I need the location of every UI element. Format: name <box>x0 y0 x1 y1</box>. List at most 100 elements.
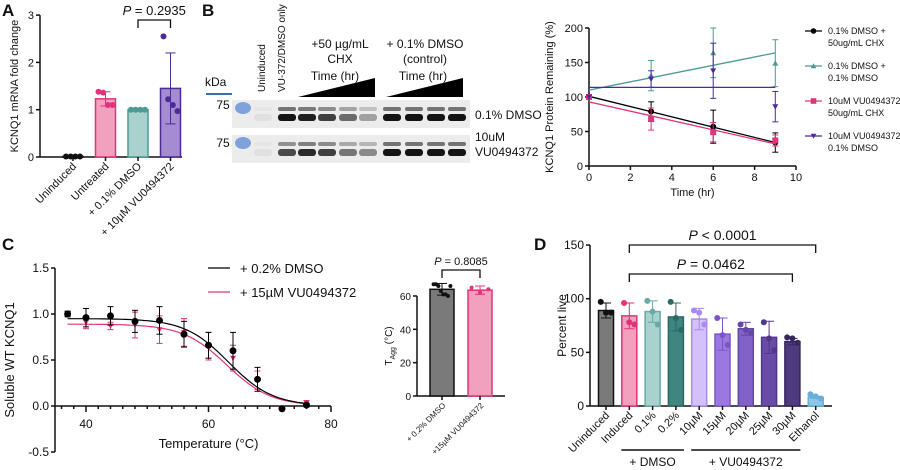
data-point <box>810 98 817 104</box>
x-tick-label: 80 <box>324 417 338 431</box>
data-point <box>104 101 111 108</box>
data-point <box>742 326 749 333</box>
row-label: 0.1% DMSO <box>475 108 542 122</box>
data-point <box>160 33 167 40</box>
protein-band <box>405 142 423 146</box>
data-point <box>586 94 592 100</box>
data-point <box>631 321 638 328</box>
data-point <box>278 405 286 413</box>
kda-label: kDa <box>205 75 227 89</box>
data-point <box>169 101 176 108</box>
x-tick-label: 0.2% <box>656 409 682 435</box>
y-axis-label: Soluble WT KCNQ1 <box>2 302 17 417</box>
group-label: +50 µg/mL <box>311 37 369 51</box>
data-point <box>303 401 310 409</box>
protein-band <box>318 107 336 111</box>
data-point <box>229 347 237 355</box>
protein-band <box>405 107 423 111</box>
time-label: Time (hr) <box>399 69 447 83</box>
bar <box>690 318 708 407</box>
marker-label: 75 <box>216 98 230 112</box>
protein-band <box>383 107 401 111</box>
ladder-band <box>235 137 251 149</box>
data-point <box>724 341 731 348</box>
group-label: (control) <box>403 52 447 66</box>
bar <box>127 108 149 158</box>
protein-band <box>448 149 466 156</box>
western-blot: kDa 75 75 Uninduced VU-372/DMSO only +50 µg/m… <box>205 4 542 163</box>
protein-band <box>359 142 377 146</box>
data-point <box>478 290 482 295</box>
panel-b-chart: 0 50 100 150 200 0 2 4 6 8 10 Time (hr) KCNQ1 Protei… <box>544 21 900 199</box>
y-tick-label: 1 <box>28 105 34 117</box>
legend-label: 0.1% DMSO <box>828 73 878 83</box>
x-tick-label: 8 <box>752 172 758 184</box>
protein-band <box>298 142 316 146</box>
data-point <box>766 335 773 342</box>
data-point <box>486 287 491 292</box>
protein-band <box>427 107 445 111</box>
y-axis-label: TAgg (°C) <box>384 326 397 365</box>
protein-band <box>359 149 377 156</box>
significance-bracket <box>137 19 172 28</box>
data-point <box>648 116 655 123</box>
bar <box>621 315 638 407</box>
data-point <box>132 106 139 113</box>
legend-label: 10uM VU0494372 + <box>828 96 900 106</box>
data-point <box>644 297 651 304</box>
protein-band <box>254 114 272 121</box>
protein-band <box>339 149 357 156</box>
bar <box>737 327 755 407</box>
bar <box>784 340 801 407</box>
marker-label: 75 <box>216 136 230 150</box>
group-label: CHX <box>327 52 352 66</box>
y-tick-label: 1.0 <box>32 307 49 321</box>
data-point <box>436 283 441 288</box>
legend-label: + 15µM VU0494372 <box>240 285 356 300</box>
x-tick-label: 20µM <box>724 410 752 438</box>
x-tick-label: 2 <box>627 172 633 184</box>
protein-band <box>318 149 336 156</box>
data-point <box>690 307 697 314</box>
data-point <box>649 308 656 315</box>
protein-band <box>405 149 423 156</box>
legend-label: 50ug/mL CHX <box>828 108 884 118</box>
protein-band <box>339 142 357 146</box>
data-point <box>810 28 817 34</box>
group-label: + 0.1% DMSO <box>386 37 463 51</box>
data-point <box>696 309 703 316</box>
protein-band <box>254 149 272 156</box>
data-point <box>789 335 796 342</box>
data-point <box>772 137 779 144</box>
data-point <box>654 321 661 328</box>
fit-line <box>588 95 776 144</box>
x-tick-label: 60 <box>202 417 216 431</box>
data-point <box>772 104 779 110</box>
protein-band <box>298 149 316 156</box>
y-tick-label: 20 <box>400 359 412 370</box>
data-point <box>817 395 824 402</box>
fit-line <box>588 101 776 145</box>
data-point <box>737 321 744 328</box>
y-tick-label: 0.0 <box>32 399 49 413</box>
data-point <box>672 315 679 322</box>
data-point <box>621 299 628 306</box>
data-point <box>597 298 604 305</box>
data-point <box>72 153 79 160</box>
bar <box>467 289 493 397</box>
y-tick-label: 150 <box>565 58 583 70</box>
lane-label: Uninduced <box>257 44 268 92</box>
x-tick-label: 10 <box>790 172 802 184</box>
x-tick-label: 4 <box>669 172 675 184</box>
protein-band <box>278 107 296 111</box>
data-point <box>719 332 726 339</box>
group-label: + VU0494372 <box>709 455 783 469</box>
panel-label-d: D <box>534 235 546 254</box>
panel-label-c: C <box>2 235 14 254</box>
data-point <box>794 339 801 346</box>
bar <box>597 309 615 407</box>
x-axis-label: Time (hr) <box>670 187 714 199</box>
legend-label: 0.1% DMSO + <box>828 26 886 36</box>
panel-d-chart: 050100150UninducedInduced0.1%0.2%10µM15µ… <box>555 227 832 469</box>
protein-band <box>448 114 466 121</box>
